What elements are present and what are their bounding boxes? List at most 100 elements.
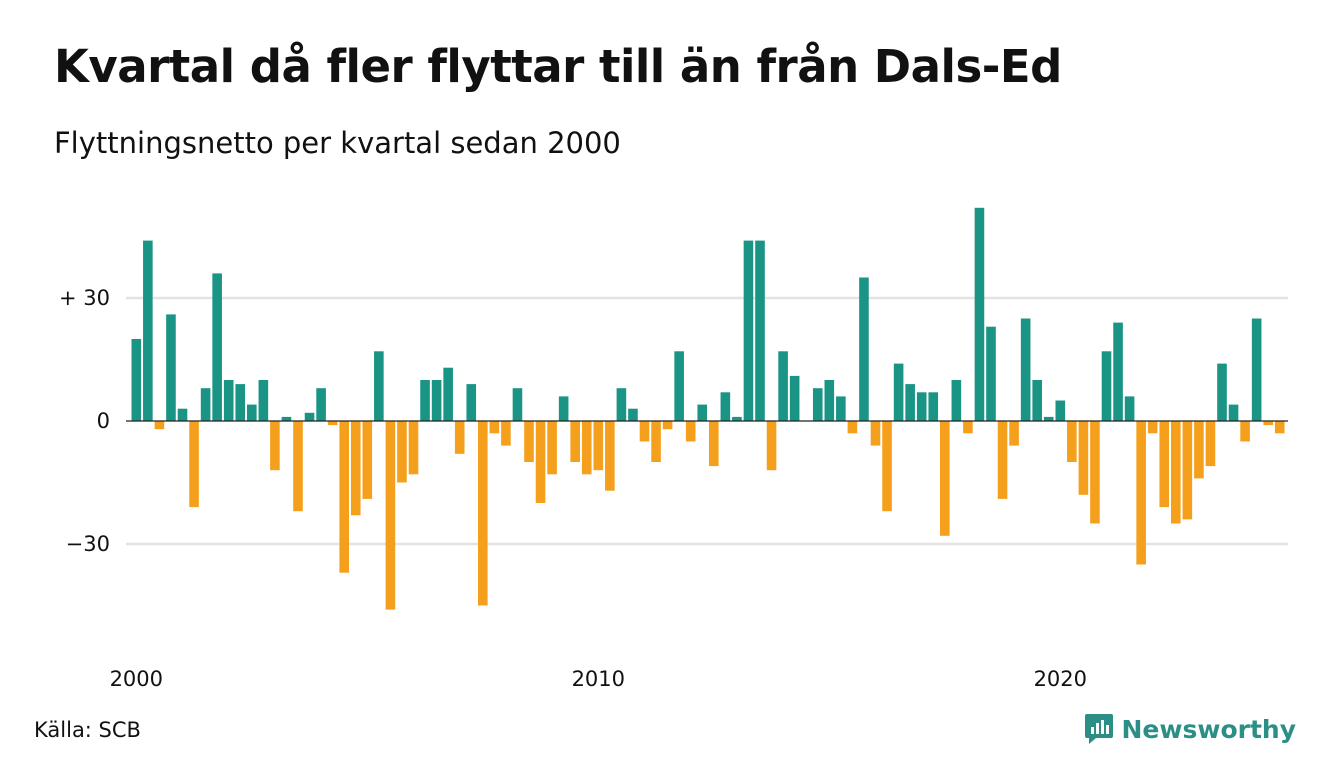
bar	[247, 404, 257, 421]
y-tick-label: 0	[97, 409, 110, 433]
bar	[1159, 421, 1170, 508]
bar	[1090, 421, 1100, 524]
bar	[350, 421, 361, 516]
bar	[1182, 421, 1193, 520]
bar	[131, 339, 142, 421]
bar	[836, 396, 846, 421]
bar	[651, 421, 661, 462]
bar	[235, 384, 246, 421]
chart-title: Kvartal då fler flyttar till än från Dal…	[54, 40, 1062, 93]
bar	[697, 404, 708, 421]
bar	[293, 421, 303, 512]
bar	[316, 388, 326, 421]
bar	[535, 421, 546, 503]
bar	[1263, 421, 1273, 426]
gridlines	[126, 296, 1288, 546]
bar	[766, 421, 777, 471]
bar	[143, 240, 153, 421]
chart-subtitle: Flyttningsnetto per kvartal sedan 2000	[54, 126, 621, 160]
bar	[397, 421, 407, 483]
bar	[824, 380, 835, 421]
bar	[270, 421, 280, 471]
bar	[1171, 421, 1181, 524]
bar	[1078, 421, 1089, 495]
bar	[951, 380, 962, 421]
newsworthy-logo-icon	[1084, 714, 1113, 744]
bar	[304, 412, 315, 421]
bar	[685, 421, 696, 442]
bar	[662, 421, 673, 430]
bar	[512, 388, 523, 421]
bar	[454, 421, 465, 454]
y-tick-label: −30	[66, 532, 110, 556]
bar	[974, 207, 985, 421]
bar	[1067, 421, 1077, 462]
bar	[732, 416, 742, 421]
bar	[616, 388, 627, 421]
x-axis-ticks: 2000 2010 2020	[110, 667, 1087, 691]
bar-chart: + 30 0 −30 2000 2010 2020	[59, 207, 1288, 691]
bar	[755, 240, 765, 421]
bar	[1136, 421, 1146, 565]
bar	[1240, 421, 1250, 442]
bar	[362, 421, 373, 499]
bar	[916, 392, 927, 421]
bar	[605, 421, 615, 491]
bar	[1217, 363, 1227, 421]
bar	[154, 421, 165, 430]
bar	[628, 408, 638, 421]
y-tick-label: + 30	[59, 286, 110, 310]
bar	[870, 421, 881, 446]
bar	[524, 421, 534, 462]
bar	[882, 421, 892, 512]
bar	[709, 421, 719, 467]
bar	[374, 351, 384, 421]
bar	[327, 421, 338, 426]
bar	[893, 363, 904, 421]
bar	[166, 314, 176, 421]
bar	[1274, 421, 1285, 434]
bar	[223, 380, 234, 421]
bar	[859, 277, 869, 421]
bar	[1251, 318, 1262, 421]
bar	[385, 421, 396, 610]
brand: Newsworthy	[1084, 712, 1297, 746]
bar	[789, 375, 800, 421]
bar	[940, 421, 950, 536]
bar	[420, 380, 430, 421]
bar	[189, 421, 199, 508]
bar	[847, 421, 858, 434]
bar	[281, 416, 292, 421]
bar	[547, 421, 557, 475]
brand-name: Newsworthy	[1121, 714, 1297, 744]
bar	[558, 396, 569, 421]
x-tick-label: 2000	[110, 667, 163, 691]
bar	[408, 421, 419, 475]
bar	[1147, 421, 1158, 434]
bar	[1055, 400, 1066, 421]
bar	[997, 421, 1008, 499]
bar	[431, 380, 442, 421]
bar	[812, 388, 823, 421]
bar	[177, 408, 188, 421]
bar	[1124, 396, 1135, 421]
bar	[466, 384, 477, 421]
bar	[478, 421, 488, 606]
source-note: Källa: SCB	[34, 718, 141, 742]
bar	[720, 392, 731, 421]
bar	[258, 380, 269, 421]
bar	[501, 421, 511, 446]
y-axis-ticks: + 30 0 −30	[59, 286, 110, 556]
bar	[1032, 380, 1042, 421]
x-tick-label: 2020	[1034, 667, 1087, 691]
bar	[963, 421, 973, 434]
bar	[1228, 404, 1239, 421]
bar	[1020, 318, 1031, 421]
bar	[1101, 351, 1112, 421]
bar	[489, 421, 500, 434]
bar	[570, 421, 580, 462]
bar	[778, 351, 788, 421]
bar	[928, 392, 939, 421]
bar	[1009, 421, 1019, 446]
bar	[905, 384, 915, 421]
